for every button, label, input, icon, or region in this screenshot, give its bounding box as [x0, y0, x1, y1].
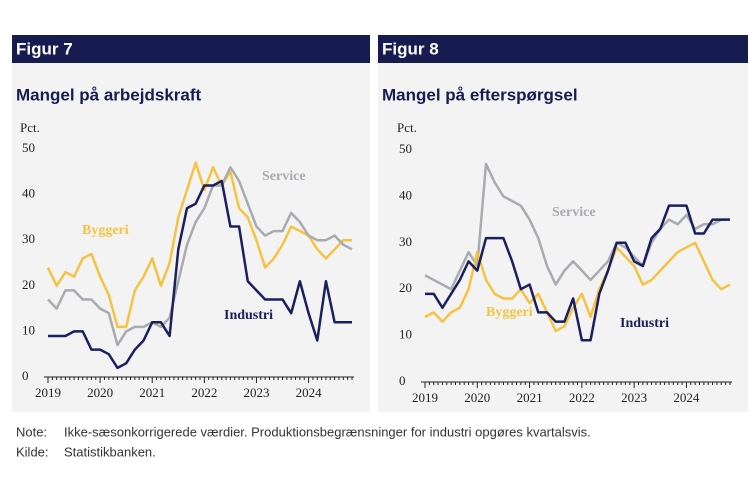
y-axis-label: Pct.	[397, 120, 417, 135]
chart-title: Mangel på arbejdskraft	[16, 85, 202, 104]
x-tick-label: 2021	[517, 390, 543, 405]
series-line	[424, 241, 731, 333]
y-tick-label: 40	[399, 187, 412, 202]
x-tick-label: 2022	[569, 390, 595, 405]
x-tick-label: 2023	[243, 385, 269, 400]
figure-label: Figur 8	[382, 39, 439, 58]
panel-background	[378, 62, 748, 412]
source-text: Statistikbanken.	[64, 444, 156, 459]
series-label: Service	[262, 169, 306, 184]
x-tick-label: 2024	[673, 390, 700, 405]
y-tick-label: 20	[399, 280, 412, 295]
series-label: Industri	[620, 316, 669, 331]
y-tick-label: 10	[399, 327, 412, 342]
y-tick-label: 40	[22, 186, 35, 201]
y-tick-label: 50	[22, 140, 35, 155]
x-tick-label: 2022	[191, 385, 217, 400]
y-axis-label: Pct.	[20, 120, 40, 135]
x-tick-label: 2024	[296, 385, 323, 400]
y-tick-label: 0	[22, 368, 29, 383]
y-tick-label: 20	[22, 277, 35, 292]
x-tick-label: 2023	[621, 390, 647, 405]
series-line	[46, 161, 352, 329]
y-tick-label: 30	[22, 231, 35, 246]
y-tick-label: 0	[399, 373, 406, 388]
x-tick-label: 2021	[139, 385, 165, 400]
x-tick-label: 2020	[87, 385, 113, 400]
note-label: Note:	[16, 424, 47, 439]
y-tick-label: 30	[399, 234, 412, 249]
y-tick-label: 50	[399, 141, 412, 156]
panel-header	[12, 35, 370, 63]
x-tick-label: 2020	[464, 390, 490, 405]
series-label: Service	[552, 205, 596, 220]
series-line	[47, 165, 353, 347]
x-tick-label: 2019	[412, 390, 438, 405]
y-tick-label: 10	[22, 322, 35, 337]
chart-title: Mangel på efterspørgsel	[382, 85, 578, 104]
series-line	[425, 204, 730, 342]
series-label: Byggeri	[486, 305, 533, 320]
series-label: Industri	[224, 308, 273, 323]
source-label: Kilde:	[16, 444, 49, 459]
note-text: Ikke-sæsonkorrigerede værdier. Produktio…	[64, 424, 591, 439]
x-tick-label: 2019	[35, 385, 61, 400]
panel-header	[378, 35, 748, 63]
series-label: Byggeri	[82, 223, 129, 238]
figure-label: Figur 7	[16, 39, 73, 58]
series-line	[48, 179, 352, 370]
